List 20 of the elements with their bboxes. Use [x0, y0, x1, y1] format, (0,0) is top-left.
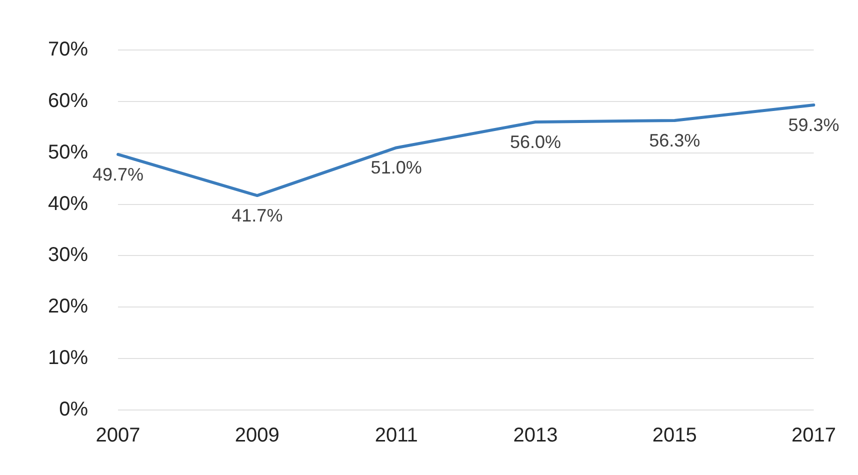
x-tick-label: 2009 — [234, 424, 280, 447]
y-tick-label: 60% — [48, 90, 88, 112]
y-tick-label: 40% — [48, 192, 88, 215]
y-tick-label: 0% — [59, 398, 88, 421]
y-tick-label: 10% — [48, 347, 88, 370]
x-tick-label: 2017 — [792, 424, 836, 447]
y-tick-label: 30% — [48, 244, 88, 266]
data-label: 56.0% — [510, 132, 561, 152]
data-label: 51.0% — [370, 158, 422, 178]
x-tick-label: 2007 — [96, 424, 140, 447]
data-label: 41.7% — [232, 206, 283, 226]
x-tick-label: 2013 — [513, 424, 558, 447]
y-tick-label: 70% — [48, 38, 88, 61]
x-tick-label: 2015 — [652, 424, 697, 447]
y-tick-label: 20% — [48, 296, 88, 318]
y-tick-label: 50% — [48, 141, 88, 164]
data-label: 59.3% — [788, 114, 840, 135]
x-tick-label: 2011 — [374, 424, 418, 447]
data-label: 49.7% — [92, 164, 144, 184]
data-label: 56.3% — [649, 130, 700, 150]
